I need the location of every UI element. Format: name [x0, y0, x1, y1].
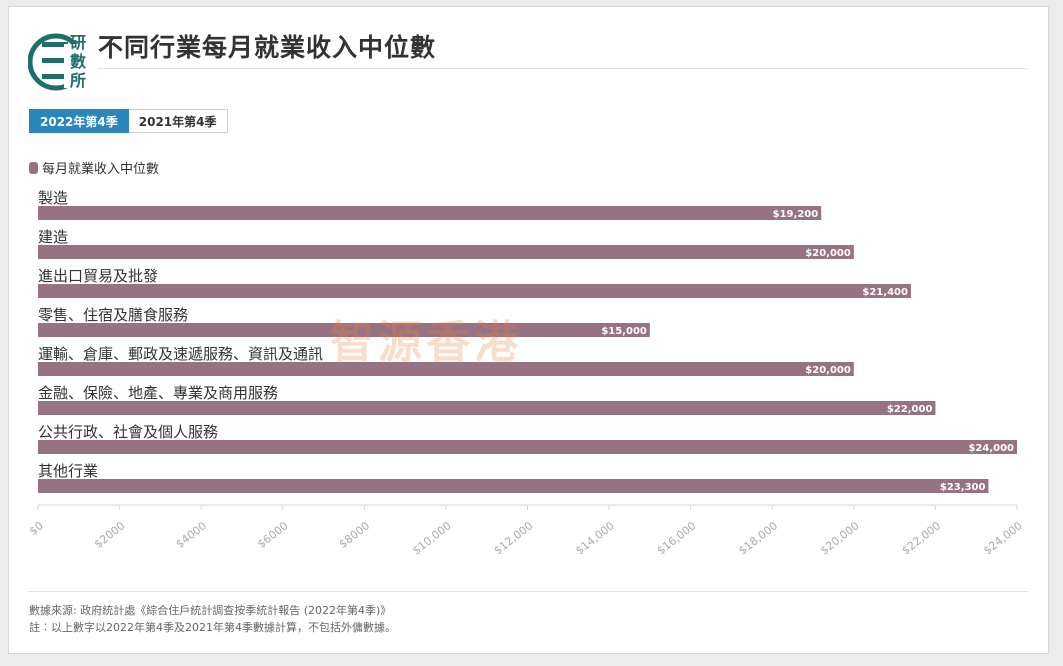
category-label: 建造: [38, 228, 68, 246]
data-label: $20,000: [805, 248, 851, 259]
data-label: $19,200: [773, 209, 819, 220]
bar: [38, 362, 854, 376]
data-label: $23,300: [940, 482, 986, 493]
category-label: 其他行業: [38, 462, 98, 480]
category-label: 進出口貿易及批發: [38, 267, 158, 285]
x-tick-label: $22,000: [899, 519, 943, 557]
remark-note: 註︰以上數字以2022年第4季及2021年第4季數據計算，不包括外傭數據。: [29, 621, 396, 634]
x-tick-label: $16,000: [655, 519, 699, 557]
tab-2021-q4[interactable]: 2021年第4季: [128, 109, 228, 133]
x-tick-label: $10,000: [410, 519, 454, 557]
period-tabs: 2022年第4季 2021年第4季: [29, 109, 228, 133]
logo-icon: [28, 33, 94, 91]
x-tick-label: $20,000: [818, 519, 862, 557]
bar: [38, 323, 650, 337]
legend-item[interactable]: 每月就業收入中位數: [29, 158, 159, 177]
category-label: 金融、保險、地產、專業及商用服務: [38, 384, 278, 402]
bar: [38, 206, 822, 220]
footer-divider: [28, 591, 1028, 592]
category-label: 製造: [38, 189, 68, 207]
x-tick-label: $8000: [337, 519, 373, 551]
x-tick-label: $14,000: [573, 519, 617, 557]
logo-text: 研數所: [70, 33, 87, 90]
data-label: $21,400: [862, 287, 908, 298]
category-label: 零售、住宿及膳食服務: [38, 306, 188, 324]
x-tick-label: $24,000: [981, 519, 1025, 557]
x-tick-label: $6000: [255, 519, 291, 551]
source-note: 數據來源: 政府統計處《綜合住戶統計調查按季統計報告 (2022年第4季)》: [29, 604, 392, 617]
data-label: $24,000: [968, 443, 1014, 454]
tab-2022-q4[interactable]: 2022年第4季: [29, 109, 129, 133]
data-label: $22,000: [887, 404, 933, 415]
category-label: 公共行政、社會及個人服務: [38, 423, 218, 441]
x-tick-label: $12,000: [491, 519, 535, 557]
legend-label: 每月就業收入中位數: [42, 162, 160, 177]
bar: [38, 401, 936, 415]
category-label: 運輸、倉庫、郵政及速遞服務、資訊及通訊: [38, 345, 323, 363]
x-tick-label: $2000: [92, 519, 128, 551]
bar-chart: 製造 $19,200 建造 $20,000 進出口貿易及批發 $21,400 零售、住宿及膳…: [27, 189, 1025, 557]
watermark: 智源香港: [330, 317, 522, 368]
data-label: $15,000: [601, 326, 647, 337]
bar: [38, 479, 989, 493]
bar: [38, 440, 1017, 454]
title-divider: [98, 68, 1028, 69]
x-tick-label: $4000: [173, 519, 209, 551]
bar: [38, 245, 854, 259]
x-tick-label: $0: [27, 519, 46, 538]
x-tick-label: $18,000: [736, 519, 780, 557]
page-title: 不同行業每月就業收入中位數: [98, 33, 437, 62]
bar: [38, 284, 911, 298]
data-label: $20,000: [805, 365, 851, 376]
legend-swatch: [29, 161, 38, 174]
